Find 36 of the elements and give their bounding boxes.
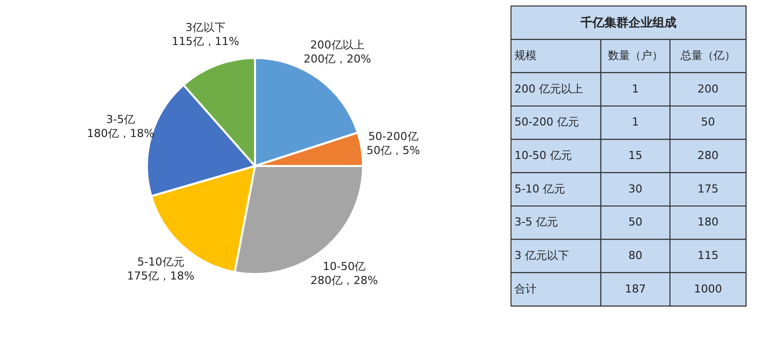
text: 5-10 亿元 xyxy=(514,182,565,196)
text: 180 xyxy=(697,216,718,229)
slice-label: 3-5亿 xyxy=(106,112,136,126)
text: 千亿集群企业组成 xyxy=(580,16,676,30)
text: 280 xyxy=(697,149,718,162)
text: 15 xyxy=(628,149,642,162)
text: 3-5 亿元 xyxy=(514,216,558,229)
text: 50 xyxy=(628,216,642,229)
text: 50 xyxy=(700,116,715,129)
data-label: 50亿，5% xyxy=(366,144,420,158)
text: 80 xyxy=(628,249,642,262)
text: 1 xyxy=(632,116,639,129)
slice-label: 200亿以上 xyxy=(310,38,364,52)
data-label: 175亿，18% xyxy=(127,270,195,283)
data-label: 280亿，28% xyxy=(310,274,378,287)
text: 规模 xyxy=(514,49,536,62)
text: 200 xyxy=(697,82,718,96)
data-label: 115亿，11% xyxy=(172,35,240,48)
data-label: 200亿，20% xyxy=(304,52,372,66)
text: 50-200 亿元 xyxy=(514,116,579,129)
text: 10-50 亿元 xyxy=(514,149,572,162)
text: 1000 xyxy=(694,282,722,296)
slice-label: 3亿以下 xyxy=(186,21,226,34)
slice-label: 10-50亿 xyxy=(322,260,366,273)
text: 合计 xyxy=(514,282,536,296)
text: 30 xyxy=(628,182,642,196)
text: 1 xyxy=(632,82,639,96)
text: 187 xyxy=(624,282,646,296)
text: 200 亿元以上 xyxy=(514,82,583,96)
text: 数量（户） xyxy=(608,49,663,62)
slice-label: 50-200亿 xyxy=(368,130,418,144)
text: 115 xyxy=(697,249,718,262)
text: 3 亿元以下 xyxy=(514,249,569,262)
slice-label: 5-10亿元 xyxy=(137,256,184,269)
text: 总量（亿） xyxy=(679,49,736,62)
text: 175 xyxy=(697,182,718,196)
